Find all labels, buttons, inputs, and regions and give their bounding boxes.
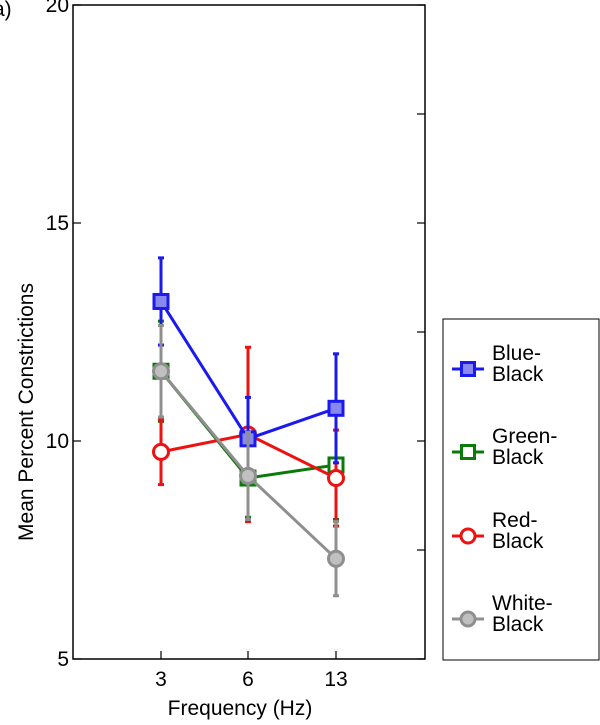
panel-label: (a) — [0, 0, 12, 21]
legend-label: Green- — [492, 425, 557, 448]
plot-area — [72, 4, 426, 660]
y-tick-label: 20 — [46, 0, 69, 17]
legend-marker — [459, 610, 477, 628]
x-tick-label: 6 — [242, 668, 254, 691]
legend-marker — [459, 527, 477, 545]
legend-label: Blue- — [492, 342, 541, 365]
series-white-black — [152, 323, 345, 598]
y-tick-label: 5 — [57, 648, 69, 671]
legend-label: Black — [492, 530, 544, 553]
legend-label: Black — [492, 446, 544, 469]
x-tick-label: 13 — [324, 668, 347, 691]
data-point — [327, 469, 345, 488]
data-point — [327, 549, 345, 568]
series-layer — [152, 256, 345, 598]
y-axis: 5 10 15 20 — [46, 0, 81, 671]
legend-entry: Green-Black — [452, 425, 557, 469]
legend-entry: Red-Black — [452, 509, 544, 553]
legend-label: Black — [492, 363, 544, 386]
legend: Blue-BlackGreen-BlackRed-BlackWhite-Blac… — [452, 342, 557, 636]
data-point — [152, 442, 170, 461]
y-tick-label: 10 — [46, 430, 69, 453]
x-axis-title: Frequency (Hz) — [168, 697, 313, 720]
data-point — [327, 399, 345, 417]
legend-marker — [460, 444, 476, 460]
x-axis: 3 6 13 — [155, 651, 348, 691]
legend-entry: White-Black — [452, 592, 553, 636]
y-axis-title: Mean Percent Constrictions — [15, 283, 38, 541]
right-axis-ticks — [417, 4, 425, 660]
data-point — [152, 362, 170, 381]
legend-marker — [460, 361, 476, 377]
data-point — [152, 292, 170, 310]
legend-label: Red- — [492, 509, 538, 532]
legend-entry: Blue-Black — [452, 342, 544, 386]
data-point — [239, 466, 257, 485]
legend-label: Black — [492, 613, 544, 636]
legend-label: White- — [492, 592, 553, 615]
x-tick-label: 3 — [155, 668, 167, 691]
y-tick-label: 15 — [46, 212, 69, 235]
